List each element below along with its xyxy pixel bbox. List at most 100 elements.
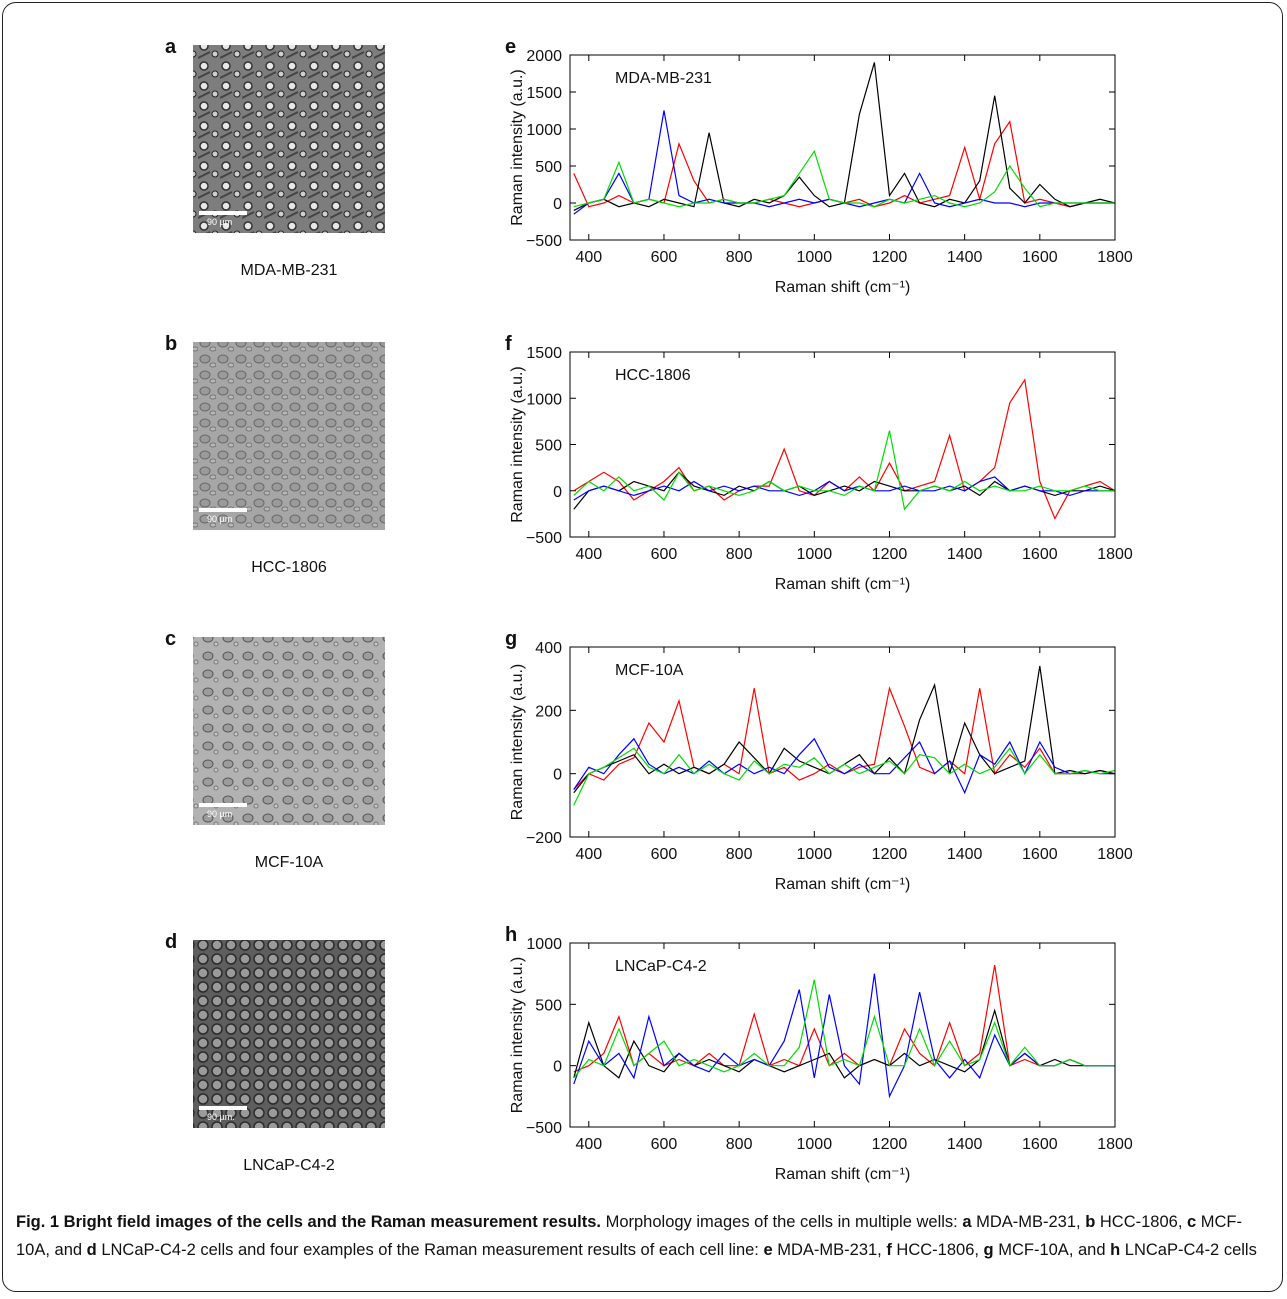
image-caption: LNCaP-C4-2 [243, 1157, 335, 1174]
x-tick-label: 800 [726, 249, 753, 266]
y-tick-label: 500 [535, 159, 562, 176]
spectrum-line [573, 747, 1115, 806]
x-tick-label: 1200 [872, 546, 908, 563]
y-tick-label: 1500 [526, 345, 562, 362]
y-tick-label: 500 [535, 997, 562, 1014]
y-axis-label: Raman intensity (a.u.) [509, 366, 526, 523]
panel-letter: d [165, 931, 177, 953]
x-tick-label: 600 [651, 546, 678, 563]
caption-text: LNCaP-C4-2 cells and four examples of th… [96, 1241, 764, 1259]
plot-frame [569, 54, 1116, 241]
y-tick-label: 0 [553, 484, 562, 501]
x-axis-label: Raman shift (cm⁻¹) [775, 576, 911, 593]
figure-caption: Fig. 1 Bright field images of the cells … [16, 1208, 1271, 1264]
spectrum-line [573, 1008, 1115, 1079]
spectrum-line [573, 737, 1115, 795]
scale-bar-label: 90 µm. [207, 1112, 235, 1122]
x-tick-label: 400 [575, 546, 602, 563]
y-tick-label: 500 [535, 438, 562, 455]
x-tick-label: 800 [726, 846, 753, 863]
x-tick-label: 1600 [1022, 846, 1058, 863]
micrograph [193, 940, 385, 1128]
plot-frame [569, 351, 1116, 538]
caption-panel-letter: f [886, 1241, 892, 1259]
spectrum-line [573, 964, 1115, 1073]
sample-label: LNCaP-C4-2 [615, 958, 707, 975]
x-tick-label: 600 [651, 1136, 678, 1153]
x-tick-label: 1600 [1022, 1136, 1058, 1153]
x-tick-label: 1200 [872, 1136, 908, 1153]
plot-frame [569, 646, 1116, 838]
y-axis-label: Raman intensity (a.u.) [509, 69, 526, 226]
x-tick-label: 400 [575, 846, 602, 863]
scale-bar [199, 1106, 247, 1110]
x-tick-label: 400 [575, 249, 602, 266]
panel-letter: a [165, 36, 177, 58]
caption-panel-letter: d [86, 1241, 97, 1259]
x-tick-label: 1000 [797, 249, 833, 266]
caption-text: Morphology images of the cells in multip… [601, 1213, 963, 1231]
y-tick-label: 0 [553, 196, 562, 213]
image-caption: MCF-10A [255, 854, 324, 871]
sample-label: MCF-10A [615, 662, 684, 679]
x-axis-label: Raman shift (cm⁻¹) [775, 279, 911, 296]
x-tick-label: 800 [726, 546, 753, 563]
caption-panel-letter: c [1187, 1213, 1197, 1231]
y-tick-label: −500 [526, 530, 562, 547]
y-tick-label: −500 [526, 1120, 562, 1137]
spectrum-line [573, 973, 1115, 1099]
x-tick-label: 1800 [1097, 249, 1133, 266]
y-tick-label: 1500 [526, 85, 562, 102]
panel-letter: c [165, 628, 176, 650]
spectrum-line [573, 378, 1115, 520]
x-axis-label: Raman shift (cm⁻¹) [775, 1166, 911, 1183]
y-axis-label: Raman intensity (a.u.) [509, 957, 526, 1114]
caption-panel-letter: h [1110, 1241, 1121, 1259]
caption-text: MDA-MB-231, [772, 1241, 887, 1259]
plot-frame [569, 942, 1116, 1128]
x-tick-label: 1600 [1022, 546, 1058, 563]
panel-letter: e [505, 36, 516, 58]
figure: a 90 µm MDA-MB-231 b 90 µm HCC-1806 c 90 µm MCF-… [165, 36, 1133, 1183]
x-tick-label: 1400 [947, 1136, 983, 1153]
y-tick-label: 0 [553, 1059, 562, 1076]
x-tick-label: 1800 [1097, 1136, 1133, 1153]
scale-bar-label: 90 µm [207, 809, 232, 819]
x-tick-label: 600 [651, 249, 678, 266]
y-tick-label: 2000 [526, 48, 562, 65]
spectrum-line [573, 476, 1115, 501]
panel-letter: h [505, 924, 517, 946]
x-tick-label: 600 [651, 846, 678, 863]
micrograph [193, 342, 385, 530]
y-tick-label: −200 [526, 830, 562, 847]
caption-text: HCC-1806, [891, 1241, 984, 1259]
scale-bar-label: 90 µm [207, 217, 232, 227]
x-axis-label: Raman shift (cm⁻¹) [775, 876, 911, 893]
x-tick-label: 1000 [797, 546, 833, 563]
caption-text: HCC-1806, [1095, 1213, 1187, 1231]
panel-letter: f [505, 333, 512, 355]
x-tick-label: 1800 [1097, 846, 1133, 863]
scale-bar [199, 803, 247, 807]
y-tick-label: 1000 [526, 936, 562, 953]
y-tick-label: −500 [526, 233, 562, 250]
micrograph [193, 45, 385, 233]
y-tick-label: 1000 [526, 391, 562, 408]
caption-title: Fig. 1 Bright field images of the cells … [16, 1213, 601, 1231]
scale-bar [199, 211, 247, 215]
x-tick-label: 1000 [797, 846, 833, 863]
x-tick-label: 1400 [947, 249, 983, 266]
x-tick-label: 400 [575, 1136, 602, 1153]
image-caption: HCC-1806 [251, 559, 327, 576]
spectrum-line [573, 149, 1115, 208]
x-tick-label: 1200 [872, 249, 908, 266]
y-axis-label: Raman intensity (a.u.) [509, 664, 526, 821]
panel-letter: g [505, 628, 517, 650]
caption-text: MCF-10A, and [16, 1213, 1243, 1259]
panel-letter: b [165, 333, 177, 355]
caption-text: LNCaP-C4-2 cells [1120, 1241, 1257, 1259]
x-tick-label: 1400 [947, 846, 983, 863]
y-tick-label: 1000 [526, 122, 562, 139]
